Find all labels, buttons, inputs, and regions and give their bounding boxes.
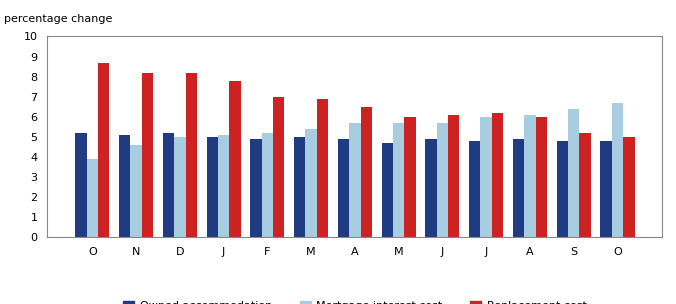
Bar bbox=[207, 137, 218, 237]
Bar bbox=[142, 73, 153, 237]
Bar bbox=[612, 103, 623, 237]
Bar bbox=[448, 115, 460, 237]
Bar bbox=[338, 139, 349, 237]
Bar bbox=[218, 135, 229, 237]
Bar bbox=[306, 129, 317, 237]
Bar bbox=[229, 81, 241, 237]
Bar bbox=[492, 113, 503, 237]
Legend: Owned accommodation, Mortgage interest cost, Replacement cost: Owned accommodation, Mortgage interest c… bbox=[118, 296, 592, 304]
Bar bbox=[513, 139, 525, 237]
Bar bbox=[250, 139, 262, 237]
Bar bbox=[98, 63, 110, 237]
Text: percentage change: percentage change bbox=[4, 15, 113, 24]
Bar bbox=[425, 139, 437, 237]
Bar bbox=[262, 133, 273, 237]
Bar bbox=[185, 73, 197, 237]
Bar bbox=[273, 97, 285, 237]
Bar bbox=[174, 137, 185, 237]
Bar bbox=[469, 141, 481, 237]
Bar bbox=[119, 135, 130, 237]
Bar bbox=[579, 133, 591, 237]
Bar bbox=[381, 143, 393, 237]
Bar bbox=[163, 133, 174, 237]
Bar bbox=[360, 107, 372, 237]
Bar bbox=[568, 109, 579, 237]
Bar bbox=[600, 141, 612, 237]
Bar bbox=[437, 123, 448, 237]
Bar bbox=[525, 115, 535, 237]
Bar bbox=[130, 145, 142, 237]
Bar bbox=[481, 117, 492, 237]
Bar bbox=[75, 133, 87, 237]
Bar bbox=[349, 123, 360, 237]
Bar bbox=[556, 141, 568, 237]
Bar bbox=[87, 159, 98, 237]
Bar bbox=[294, 137, 306, 237]
Bar bbox=[317, 99, 329, 237]
Bar bbox=[404, 117, 416, 237]
Bar bbox=[623, 137, 635, 237]
Bar bbox=[535, 117, 547, 237]
Bar bbox=[393, 123, 404, 237]
